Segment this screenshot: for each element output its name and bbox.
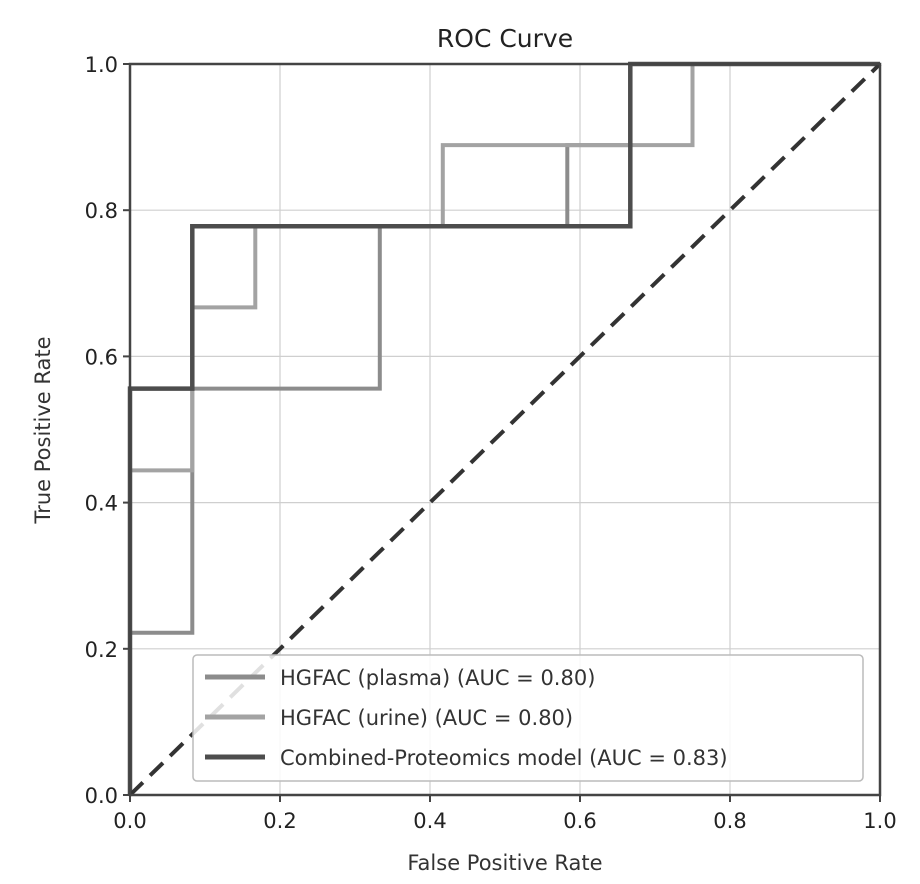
x-tick-label: 0.8 <box>713 809 746 833</box>
x-tick-label: 0.2 <box>263 809 296 833</box>
x-tick-label: 0.0 <box>113 809 146 833</box>
y-tick-label: 0.8 <box>85 199 118 223</box>
chart-title: ROC Curve <box>437 24 573 53</box>
legend-label-2: HGFAC (urine) (AUC = 0.80) <box>280 706 573 730</box>
legend-label-3: Combined-Proteomics model (AUC = 0.83) <box>280 746 728 770</box>
x-tick-label: 0.4 <box>413 809 446 833</box>
x-tick-label: 0.6 <box>563 809 596 833</box>
x-tick-label: 1.0 <box>863 809 896 833</box>
y-tick-label: 0.0 <box>85 784 118 808</box>
y-tick-label: 0.6 <box>85 345 118 369</box>
y-tick-label: 1.0 <box>85 53 118 77</box>
y-axis-label: True Positive Rate <box>31 336 55 524</box>
legend: HGFAC (plasma) (AUC = 0.80) HGFAC (urine)… <box>193 655 863 781</box>
legend-label-1: HGFAC (plasma) (AUC = 0.80) <box>280 666 595 690</box>
y-tick-label: 0.4 <box>85 492 118 516</box>
x-axis-label: False Positive Rate <box>407 851 602 875</box>
y-tick-label: 0.2 <box>85 638 118 662</box>
